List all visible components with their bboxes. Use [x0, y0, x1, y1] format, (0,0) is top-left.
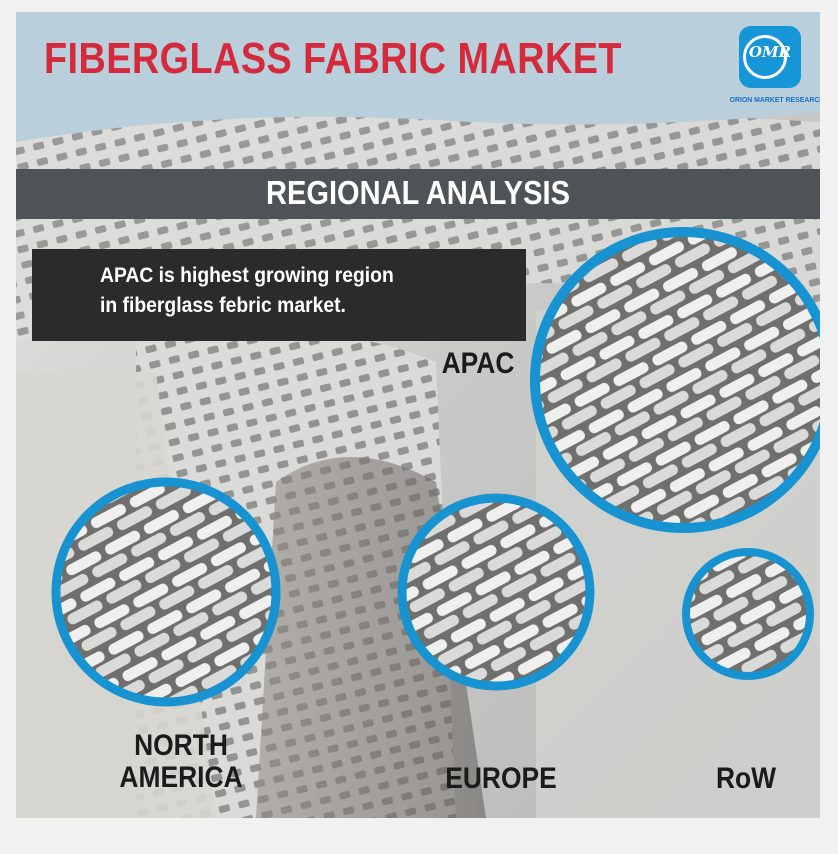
- infographic: FIBERGLASS FABRIC MARKET OMR ORION MARKE…: [16, 12, 820, 818]
- region-label-north-america: NORTH AMERICA: [115, 730, 247, 794]
- section-title: REGIONAL ANALYSIS: [266, 174, 570, 211]
- region-label-america: AMERICA: [119, 761, 243, 794]
- north-america-circle: [51, 477, 281, 707]
- europe-circle: [397, 493, 595, 691]
- region-label-north: NORTH: [134, 729, 228, 762]
- logo-caption: ORION MARKET RESEARCH: [729, 95, 820, 104]
- region-label-apac: APAC: [441, 347, 515, 380]
- page-title: FIBERGLASS FABRIC MARKET: [44, 34, 622, 83]
- region-circles: [51, 227, 820, 707]
- logo-ring: [743, 35, 787, 79]
- apac-circle: [530, 227, 820, 533]
- logo-mark: OMR: [748, 43, 792, 61]
- section-band: REGIONAL ANALYSIS: [16, 169, 820, 219]
- callout-line-2: in fiberglass febric market.: [100, 294, 346, 317]
- callout-text: APAC is highest growing region in fiberg…: [100, 261, 394, 321]
- row-circle: [682, 548, 814, 680]
- region-label-row: RoW: [715, 762, 777, 795]
- omr-logo: OMR ORION MARKET RESEARCH: [730, 26, 820, 106]
- callout-line-1: APAC is highest growing region: [100, 264, 394, 287]
- callout-box: APAC is highest growing region in fiberg…: [32, 249, 526, 341]
- region-label-europe: EUROPE: [445, 762, 557, 795]
